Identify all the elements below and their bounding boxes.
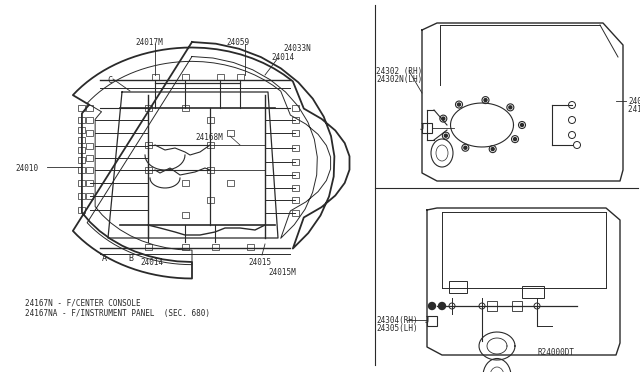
Bar [78,137,85,143]
Bar [78,167,85,173]
Bar [292,210,299,216]
Text: 24014: 24014 [140,258,163,267]
Bar [292,172,299,178]
Bar [237,74,244,80]
Text: 24167NA - F/INSTRUMENT PANEL  (SEC. 680): 24167NA - F/INSTRUMENT PANEL (SEC. 680) [25,309,210,318]
Text: 24010: 24010 [15,164,38,173]
Bar [145,105,152,111]
Bar [207,142,214,148]
Text: 24167N - F/CENTER CONSOLE: 24167N - F/CENTER CONSOLE [25,298,141,307]
Circle shape [484,99,487,102]
Bar [145,167,152,173]
Bar [512,301,522,311]
Bar [78,105,85,111]
Bar [487,301,497,311]
Text: 24014: 24014 [271,53,294,62]
Bar [292,197,299,203]
Bar [78,207,85,213]
Bar [227,130,234,136]
Circle shape [520,124,524,126]
Bar [522,286,544,298]
Bar [182,105,189,111]
Bar [78,147,85,153]
Bar [207,197,214,203]
Circle shape [444,134,447,137]
Bar [247,244,254,250]
Bar [217,74,224,80]
Text: 24033N: 24033N [283,44,311,53]
Text: A: A [102,254,107,263]
Circle shape [442,117,445,120]
Bar [212,244,219,250]
Bar [152,74,159,80]
Bar [422,123,432,133]
Bar [78,193,85,199]
Bar [207,117,214,123]
Text: B: B [128,254,133,263]
Bar [78,157,85,163]
Text: 24168M: 24168M [195,133,223,142]
Text: 24059: 24059 [226,38,249,47]
Circle shape [438,302,445,310]
Bar [86,105,93,111]
Text: 24167G (LH): 24167G (LH) [628,105,640,114]
Bar [427,316,437,326]
Bar [292,159,299,165]
Bar [449,281,467,293]
Bar [78,180,85,186]
Text: 24015M: 24015M [268,268,296,277]
Bar [145,142,152,148]
Bar [292,185,299,191]
Bar [86,180,93,186]
Text: J: J [420,123,424,132]
Text: R24000DT: R24000DT [538,348,575,357]
Text: 24015: 24015 [248,258,271,267]
Bar [292,145,299,151]
Text: 24017M: 24017M [135,38,163,47]
Bar [227,180,234,186]
Bar [145,244,152,250]
Bar [182,212,189,218]
Circle shape [429,302,435,310]
Text: 24302 (RH): 24302 (RH) [376,67,422,76]
Circle shape [513,138,516,141]
Text: 24302N(LH): 24302N(LH) [376,75,422,84]
Bar [292,130,299,136]
Text: 24304(RH): 24304(RH) [376,316,418,325]
Bar [182,180,189,186]
Bar [86,167,93,173]
Bar [182,74,189,80]
Bar [292,105,299,111]
Text: 24305(LH): 24305(LH) [376,324,418,333]
Bar [86,143,93,149]
Circle shape [458,103,461,106]
Bar [86,155,93,161]
Circle shape [509,106,512,109]
Circle shape [491,148,494,151]
Bar [182,244,189,250]
Bar [78,127,85,133]
Bar [207,167,214,173]
Text: 24028Q(RH): 24028Q(RH) [628,97,640,106]
Bar [86,193,93,199]
Circle shape [464,146,467,149]
Bar [78,117,85,123]
Text: C: C [107,76,112,85]
Bar [292,117,299,123]
Bar [86,117,93,123]
Bar [86,130,93,136]
Text: J: J [425,316,429,325]
